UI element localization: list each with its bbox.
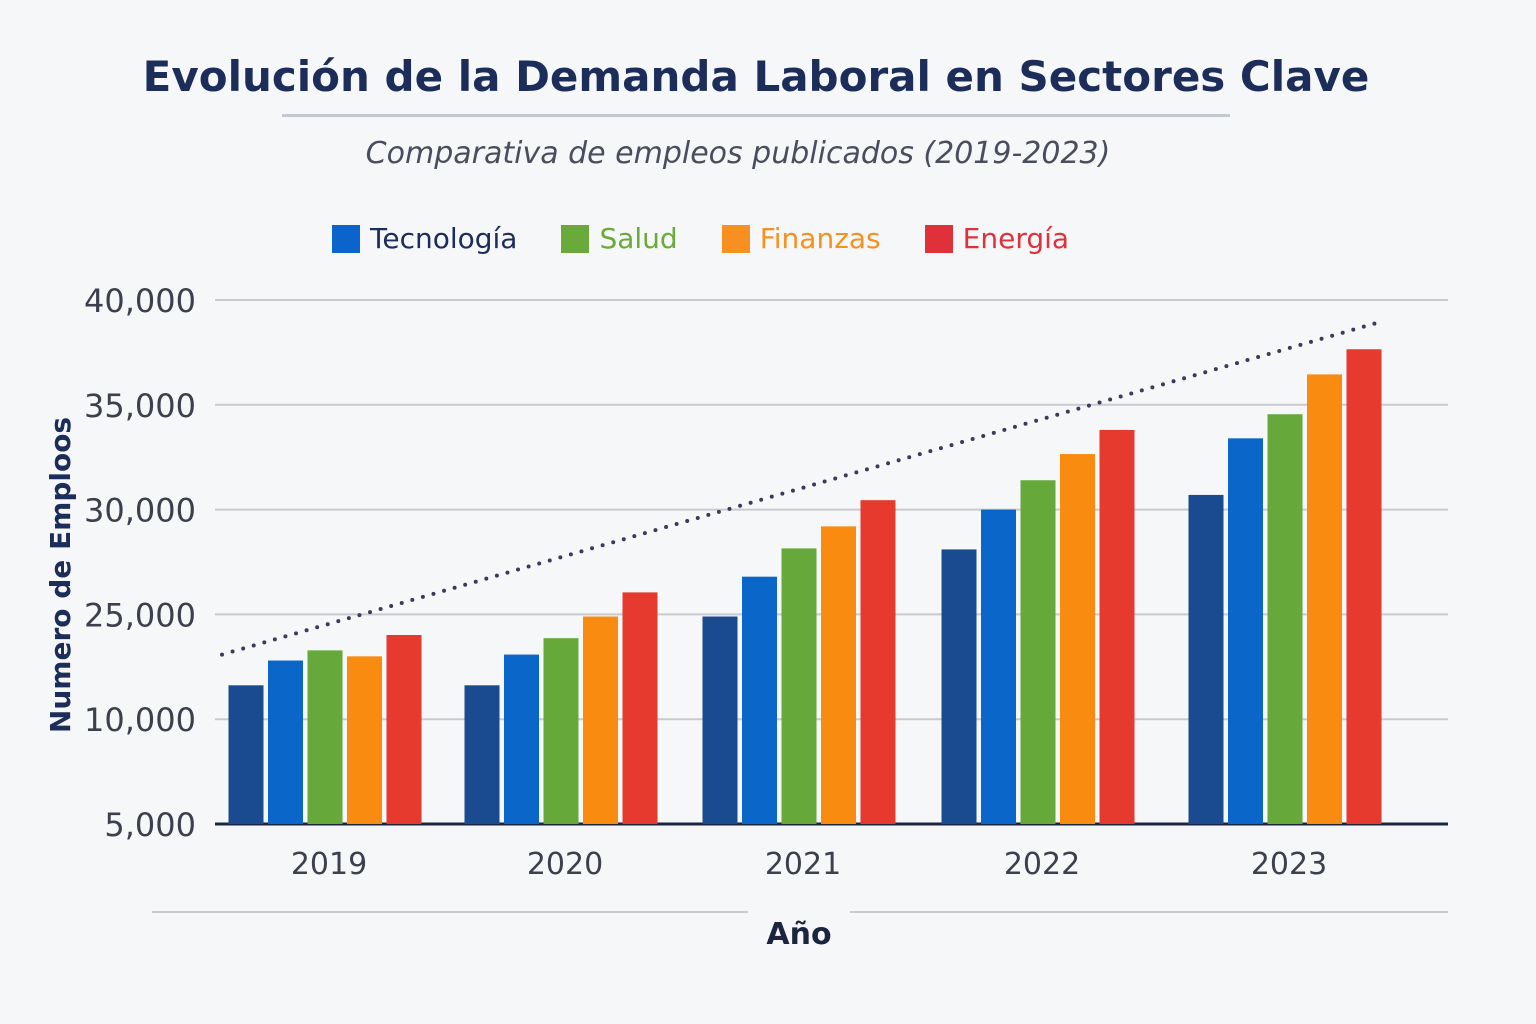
bar-2022-series-3	[1020, 480, 1056, 824]
legend-item-energia: Energía	[924, 222, 1070, 255]
bar-2022-series-4	[1060, 454, 1095, 824]
y-tick-label: 10,000	[84, 701, 196, 739]
x-axis-label: Año	[766, 917, 831, 952]
y-tick-label: 5,000	[104, 806, 196, 844]
bar-2023-series-1	[1188, 494, 1224, 824]
bar-2019-series-1	[228, 685, 264, 824]
bar-2019-series-2	[268, 660, 303, 824]
legend: Tecnología Salud Finanzas Energía	[332, 222, 1069, 255]
bar-2020-series-3	[543, 638, 579, 824]
x-tick-label: 2021	[765, 847, 841, 882]
x-tick-label: 2023	[1251, 847, 1327, 882]
bar-2019-series-5	[386, 635, 422, 824]
x-tick-label: 2019	[291, 847, 367, 882]
chart-subtitle: Comparativa de empleos publicados (2019-…	[365, 136, 1111, 171]
bar-2021-series-5	[860, 500, 896, 824]
bar-2023-series-4	[1307, 374, 1342, 824]
legend-swatch	[332, 224, 360, 253]
legend-label: Salud	[599, 222, 678, 255]
bar-2021-series-1	[702, 616, 738, 824]
chart-title: Evolución de la Demanda Laboral en Secto…	[142, 52, 1370, 101]
bar-2019-series-3	[307, 650, 343, 824]
legend-item-salud: Salud	[561, 222, 678, 255]
y-axis-label: Numero de Emploos	[44, 417, 77, 733]
x-tick-label: 2020	[527, 847, 603, 882]
bar-2020-series-5	[622, 592, 658, 824]
bar-2021-series-4	[821, 526, 856, 824]
bar-2022-series-2	[981, 509, 1016, 824]
y-tick-label: 35,000	[84, 387, 196, 425]
title-divider	[282, 114, 1230, 117]
y-tick-label: 40,000	[84, 282, 196, 320]
legend-item-finanzas: Finanzas	[721, 222, 881, 255]
bar-2022-series-5	[1099, 429, 1135, 824]
legend-label: Energía	[962, 222, 1070, 255]
bar-2020-series-4	[583, 616, 618, 824]
bar-2021-series-3	[781, 548, 817, 824]
bar-2021-series-2	[742, 576, 777, 824]
x-tick-label: 2022	[1004, 847, 1080, 882]
y-tick-label: 25,000	[84, 596, 196, 634]
legend-swatch	[561, 224, 590, 253]
legend-swatch	[721, 224, 750, 253]
bar-2023-series-3	[1267, 414, 1303, 824]
bar-2020-series-2	[504, 654, 539, 824]
bar-2023-series-2	[1228, 438, 1263, 824]
bar-2019-series-4	[347, 656, 382, 824]
bar-2022-series-1	[941, 549, 977, 824]
legend-item-tecnologia: Tecnología	[332, 222, 517, 255]
bar-2023-series-5	[1346, 349, 1382, 824]
y-tick-label: 30,000	[84, 492, 196, 530]
legend-label: Tecnología	[370, 222, 518, 255]
legend-label: Finanzas	[759, 222, 881, 255]
legend-swatch	[924, 224, 953, 253]
bar-2020-series-1	[464, 685, 500, 824]
